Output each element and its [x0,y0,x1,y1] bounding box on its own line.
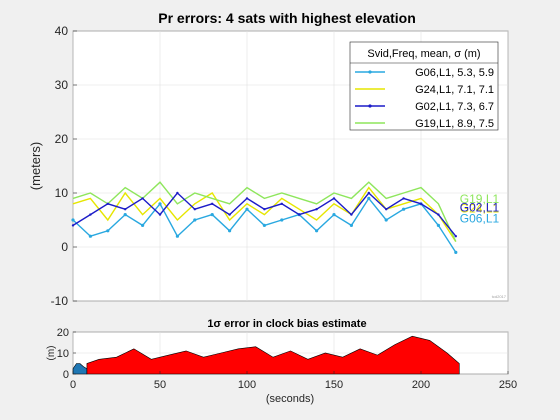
bottom-x-ticks: 0 50 100 150 200 250 [70,371,517,391]
series-point-G06,L1 [315,229,319,233]
series-point-G02,L1 [315,208,318,211]
series-point-G06,L1 [367,196,371,200]
legend-entry: G02,L1, 7.3, 6.7 [415,101,494,113]
series-point-G02,L1 [124,208,127,211]
series-line-G24,L1 [72,186,457,242]
series-point-G02,L1 [245,197,249,200]
series-point-G06,L1 [402,207,406,211]
series-point-G06,L1 [88,234,92,238]
series-line-G19,L1 [72,181,457,242]
bottom-y-tick-label: 20 [57,327,69,339]
bottom-x-tick-label: 100 [238,379,256,391]
end-label-G06,L1: G06,L1 [460,211,500,225]
top-y-tick-label: 0 [61,240,68,254]
legend-marker-G02,L1 [368,104,372,108]
series-point-G06,L1 [349,223,353,227]
series-point-G06,L1 [106,229,110,233]
series-point-G02,L1 [385,208,388,211]
top-y-tick-label: -10 [51,294,69,308]
end-label-G02,L1: G02,L1 [460,201,500,215]
legend-entry: G06,L1, 5.3, 5.9 [415,67,494,79]
series-point-G06,L1 [193,218,197,222]
watermark: tcd2017 [492,294,507,299]
series-point-G02,L1 [176,191,179,195]
bottom-y-tick-label: 10 [57,348,69,360]
legend-box [349,41,499,131]
series-point-G02,L1 [419,202,423,205]
series-point-G06,L1 [71,218,75,222]
series-point-G02,L1 [211,202,214,205]
top-series [71,181,458,254]
series-point-G02,L1 [367,191,370,195]
legend-entry: G24,L1, 7.1, 7.1 [415,84,494,96]
bottom-chart-title: 1σ error in clock bias estimate [207,318,366,330]
series-point-G06,L1 [123,213,127,217]
bottom-y-axis-label: (m) [46,346,57,361]
series-point-G06,L1 [228,229,232,233]
series-point-G02,L1 [437,213,440,216]
bottom-series [72,335,460,375]
bottom-y-ticks: 0 10 20 [57,327,76,381]
series-point-G06,L1 [436,223,440,227]
series-point-G06,L1 [454,250,458,254]
legend-marker-G06,L1 [368,70,372,74]
top-y-ticks: -10 0 10 20 30 40 [51,24,77,308]
top-chart-title: Pr errors: 4 sats with highest elevation [158,10,416,26]
top-y-tick-label: 30 [55,78,69,92]
series-point-G06,L1 [245,207,249,211]
series-point-G02,L1 [263,208,266,211]
bottom-area-1 [86,335,460,375]
series-point-G02,L1 [402,197,405,200]
series-point-G02,L1 [193,208,196,211]
legend-entry: G19,L1, 8.9, 7.5 [415,118,494,130]
series-point-G02,L1 [71,224,75,227]
bottom-x-tick-label: 0 [70,379,76,391]
bottom-x-tick-label: 50 [154,379,166,391]
series-point-G02,L1 [332,197,336,200]
end-label-G19,L1: G19,L1 [460,192,500,206]
series-point-G02,L1 [280,202,283,205]
series-point-G02,L1 [141,197,144,200]
series-point-G06,L1 [332,213,336,217]
series-point-G06,L1 [158,202,162,206]
series-point-G02,L1 [298,213,301,216]
bottom-chart: 1σ error in clock bias estimate 0 10 20 0 5… [46,318,517,405]
top-y-axis-label: (meters) [28,142,43,190]
top-grid [72,30,509,302]
bottom-x-tick-label: 150 [325,379,343,391]
series-point-G02,L1 [228,213,231,216]
bottom-x-tick-label: 250 [499,379,517,391]
series-point-G02,L1 [454,235,457,238]
end-label-G24,L1: G24,L1 [460,202,500,216]
series-point-G02,L1 [89,213,92,216]
series-point-G06,L1 [175,234,179,238]
bottom-y-tick-label: 0 [63,369,69,381]
top-chart: Pr errors: 4 sats with highest elevation… [28,10,509,308]
series-point-G06,L1 [280,218,284,222]
bottom-x-axis-label: (seconds) [266,393,314,405]
series-point-G02,L1 [350,213,353,216]
series-point-G06,L1 [141,223,145,227]
series-point-G06,L1 [384,218,388,222]
series-point-G06,L1 [262,223,266,227]
bottom-x-tick-label: 200 [412,379,430,391]
top-y-tick-label: 20 [55,132,69,146]
series-point-G02,L1 [106,202,110,205]
series-point-G02,L1 [158,213,162,216]
series-point-G06,L1 [210,213,214,217]
top-y-tick-label: 40 [55,24,69,38]
legend-title: Svid,Freq, mean, σ (m) [367,48,480,60]
top-y-tick-label: 10 [55,186,69,200]
legend: Svid,Freq, mean, σ (m) G06,L1, 5.3, 5.9 G2… [349,41,499,131]
